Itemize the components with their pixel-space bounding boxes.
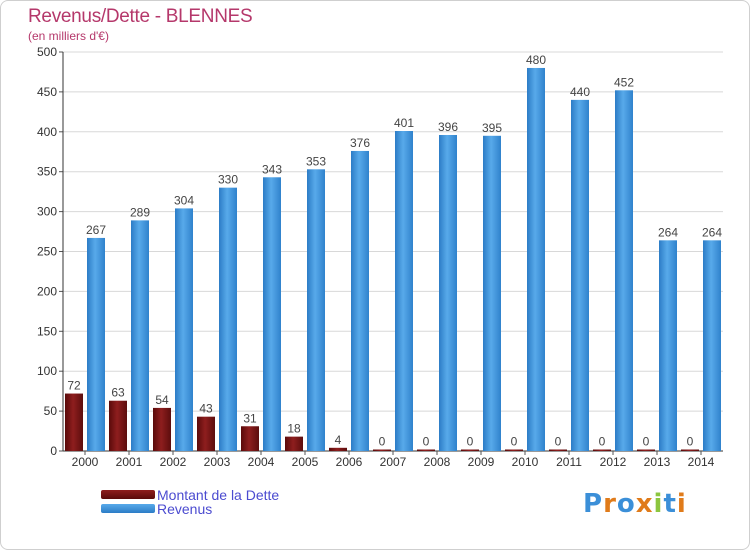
revenue-bar	[615, 90, 633, 451]
revenue-bar	[527, 67, 545, 452]
debt-bar-label: 54	[155, 393, 169, 407]
revenue-bar	[659, 240, 677, 451]
revenue-bar	[87, 237, 105, 451]
chart-title: Revenus/Dette - BLENNES	[28, 6, 253, 27]
revenue-bar-label: 396	[438, 120, 458, 134]
y-tick-label: 450	[37, 85, 57, 99]
revenue-bar	[571, 99, 589, 451]
legend-swatch-debt	[101, 490, 155, 499]
x-tick-label: 2003	[204, 455, 231, 469]
debt-bar	[153, 407, 171, 451]
x-tick-label: 2002	[160, 455, 187, 469]
debt-bar	[593, 449, 611, 451]
y-tick-label: 0	[50, 444, 57, 458]
grid-lines	[63, 51, 723, 452]
y-tick-label: 500	[37, 45, 57, 59]
chart-subtitle: (en milliers d'€)	[28, 29, 109, 43]
debt-bar-label: 4	[335, 433, 342, 447]
revenue-bar-label: 289	[130, 205, 150, 219]
debt-bar-label: 72	[67, 379, 81, 393]
revenue-bar	[483, 135, 501, 452]
x-tick-label: 2005	[292, 455, 319, 469]
debt-bar-label: 0	[555, 435, 562, 449]
debt-bar	[417, 449, 435, 451]
debt-bar	[241, 426, 259, 451]
revenue-bar-label: 304	[174, 193, 194, 207]
x-tick-label: 2011	[556, 455, 582, 469]
debt-bar	[637, 449, 655, 451]
revenue-bar	[219, 187, 237, 451]
debt-bar-label: 43	[199, 402, 213, 416]
revenue-bar	[395, 131, 413, 451]
debt-bar-label: 0	[643, 435, 650, 449]
y-tick-label: 300	[37, 205, 57, 219]
revenue-bar-label: 440	[570, 85, 590, 99]
debt-bar	[505, 449, 523, 451]
debt-bar-label: 18	[287, 422, 301, 436]
debt-bar-label: 0	[511, 435, 518, 449]
x-tick-label: 2006	[336, 455, 363, 469]
debt-bar	[329, 447, 347, 451]
proxiti-logo: Proxiti	[583, 489, 687, 519]
revenue-bar-label: 401	[394, 116, 414, 130]
debt-bar	[461, 449, 479, 451]
y-tick-label: 400	[37, 125, 57, 139]
revenue-bar	[307, 169, 325, 451]
x-tick-label: 2008	[424, 455, 451, 469]
revenue-bar-label: 452	[614, 75, 634, 89]
revenue-bar-label: 353	[306, 154, 326, 168]
revenue-bar-label: 264	[702, 225, 722, 239]
x-tick-label: 2001	[116, 455, 143, 469]
y-tick-label: 350	[37, 165, 57, 179]
x-tick-label: 2010	[512, 455, 539, 469]
debt-bar-label: 0	[379, 435, 386, 449]
revenue-bar-label: 264	[658, 225, 678, 239]
revenue-bar-label: 376	[350, 136, 370, 150]
y-tick-label: 250	[37, 245, 57, 259]
revenue-bar-label: 330	[218, 173, 238, 187]
debt-bar	[549, 449, 567, 451]
revenue-bar	[439, 134, 457, 451]
y-tick-label: 100	[37, 364, 57, 378]
legend-label-debt: Montant de la Dette	[157, 487, 280, 503]
debt-bar-label: 31	[243, 411, 257, 425]
debt-bar	[109, 400, 127, 451]
revenue-bar-label: 267	[86, 223, 106, 237]
x-tick-label: 2014	[688, 455, 715, 469]
x-tick-label: 2000	[72, 455, 99, 469]
debt-bar	[197, 416, 215, 451]
y-tick-label: 50	[44, 404, 58, 418]
x-tick-label: 2004	[248, 455, 275, 469]
revenue-bar	[703, 240, 721, 451]
data-labels: 72 267 63 289 54 304 43 330 31 343 18 353 4 376 0 401 0 3…	[67, 53, 722, 449]
x-tick-label: 2012	[600, 455, 627, 469]
revenue-bar-label: 395	[482, 121, 502, 135]
debt-bar-label: 0	[687, 435, 694, 449]
revenue-bar	[131, 220, 149, 451]
debt-bar	[65, 393, 83, 451]
debt-bar	[285, 436, 303, 451]
debt-bar	[373, 449, 391, 451]
revenue-bar-label: 343	[262, 162, 282, 176]
legend-swatch-revenue	[101, 504, 155, 513]
debt-bar-label: 0	[423, 435, 430, 449]
y-tick-label: 150	[37, 324, 57, 338]
x-tick-label: 2009	[468, 455, 495, 469]
y-tick-label: 200	[37, 284, 57, 298]
revenue-bar	[175, 208, 193, 451]
revenue-bar-label: 480	[526, 53, 546, 67]
revenue-bar	[351, 150, 369, 451]
debt-bar-label: 63	[111, 386, 125, 400]
legend-label-revenue: Revenus	[157, 501, 213, 517]
revenue-bar	[263, 177, 281, 451]
debt-bar	[681, 449, 699, 451]
x-tick-label: 2007	[380, 455, 407, 469]
debt-bar-label: 0	[599, 435, 606, 449]
bars	[65, 67, 721, 452]
x-tick-label: 2013	[644, 455, 671, 469]
debt-bar-label: 0	[467, 435, 474, 449]
